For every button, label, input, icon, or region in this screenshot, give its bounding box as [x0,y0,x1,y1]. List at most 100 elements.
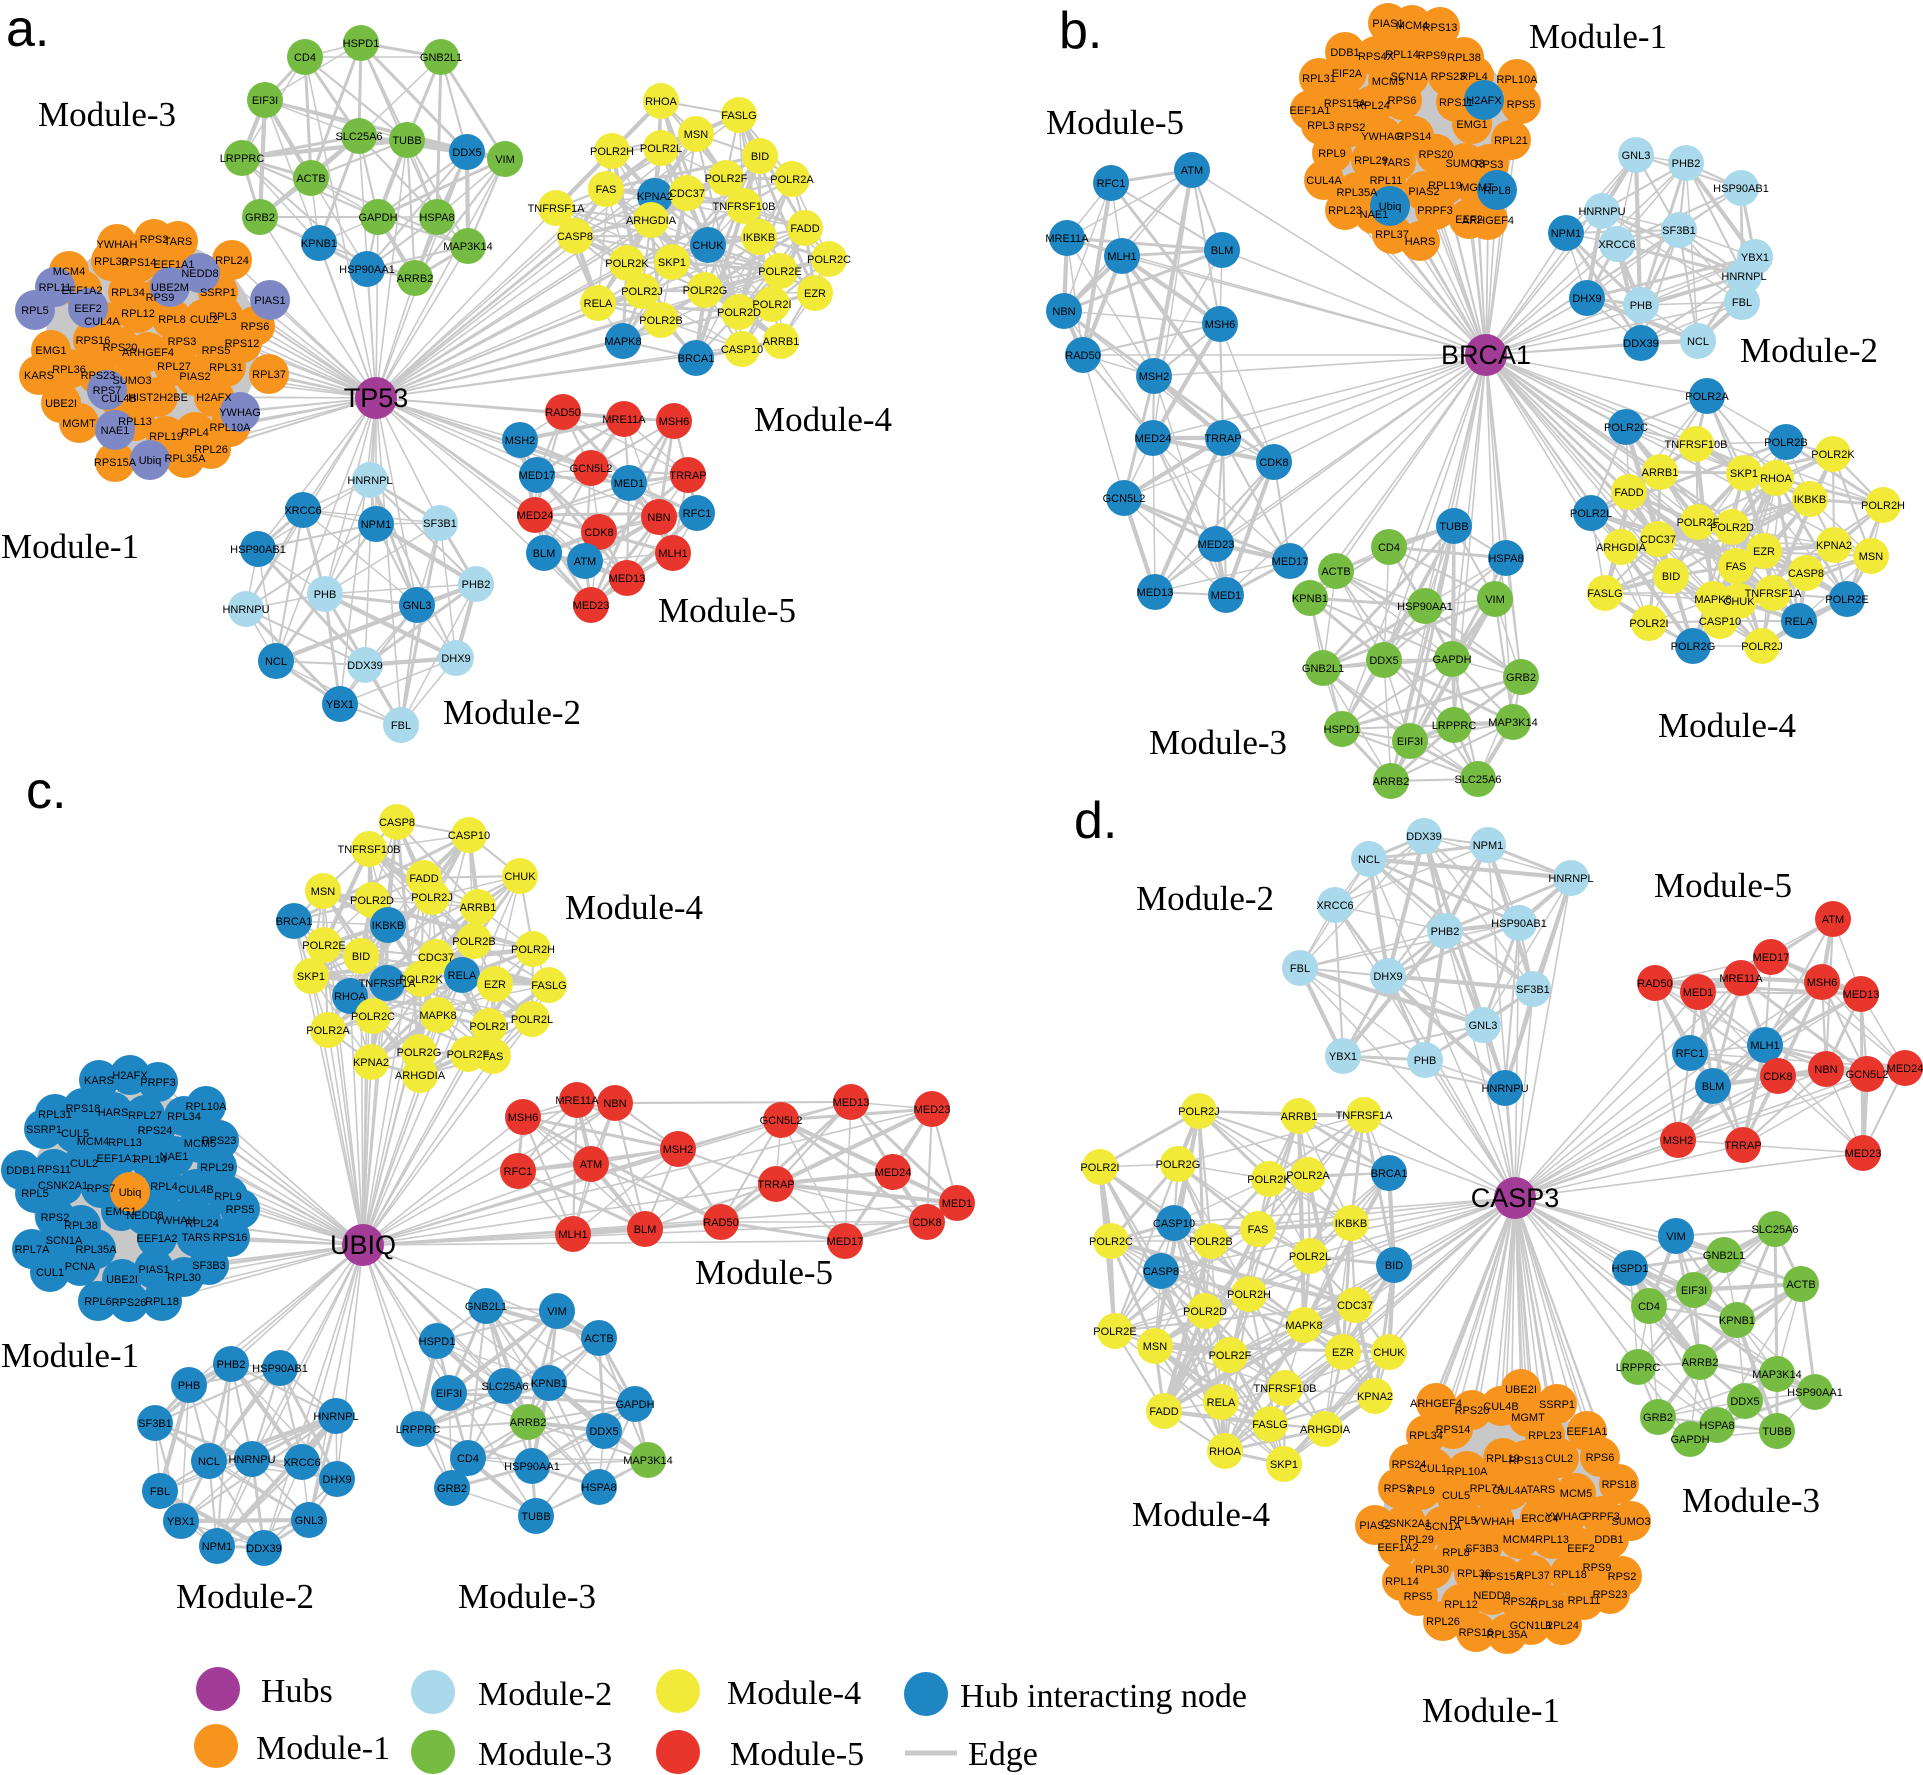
svg-text:FADD: FADD [1614,487,1643,499]
svg-text:CDC37: CDC37 [418,952,454,964]
svg-text:RPL31: RPL31 [1302,73,1336,85]
svg-text:TUBB: TUBB [1762,1426,1791,1438]
svg-text:PIAS2: PIAS2 [1408,186,1439,198]
svg-text:RPL4: RPL4 [1460,71,1488,83]
svg-text:DDX5: DDX5 [589,1426,618,1438]
svg-text:HSPD1: HSPD1 [1324,724,1361,736]
svg-text:RPL35A: RPL35A [76,1244,118,1256]
svg-text:RPS11: RPS11 [1439,97,1473,109]
svg-text:YBX1: YBX1 [326,699,354,711]
svg-text:PHB2: PHB2 [217,1359,246,1371]
svg-text:CHUK: CHUK [692,240,724,252]
svg-text:UBE2I: UBE2I [45,398,77,410]
svg-text:GNL3: GNL3 [1622,150,1651,162]
svg-text:GNB2L1: GNB2L1 [420,52,462,64]
svg-text:RPL14: RPL14 [1385,1576,1419,1588]
svg-text:EEF1A1: EEF1A1 [1567,1426,1608,1438]
svg-text:FAS: FAS [596,184,617,196]
svg-text:RPS6: RPS6 [241,321,270,333]
svg-text:UBE2M: UBE2M [151,282,189,294]
svg-text:NPM1: NPM1 [202,1541,233,1553]
svg-text:FBL: FBL [391,720,411,732]
svg-text:CUL4A: CUL4A [1492,1485,1528,1497]
svg-text:HNRNPU: HNRNPU [222,604,269,616]
svg-text:GCN5L2: GCN5L2 [570,463,613,475]
svg-text:RELA: RELA [1785,616,1814,628]
svg-text:RPS23: RPS23 [1593,1589,1628,1601]
svg-text:EIF3I: EIF3I [1681,1285,1707,1297]
svg-text:POLR2B: POLR2B [639,315,682,327]
svg-text:POLR2D: POLR2D [1183,1306,1227,1318]
svg-text:POLR2A: POLR2A [1286,1170,1330,1182]
svg-text:POLR2F: POLR2F [705,173,748,185]
svg-text:Module-2: Module-2 [1136,879,1274,918]
svg-text:POLR2C: POLR2C [1604,422,1648,434]
svg-text:ARHGEF4: ARHGEF4 [122,347,174,359]
svg-text:MRE11A: MRE11A [602,414,646,426]
svg-text:MED23: MED23 [914,1104,951,1116]
svg-text:RPS23: RPS23 [202,1135,237,1147]
svg-text:GNB2L1: GNB2L1 [1302,663,1344,675]
svg-text:RFC1: RFC1 [683,508,712,520]
svg-text:POLR2G: POLR2G [1156,1159,1201,1171]
svg-text:SF3B1: SF3B1 [138,1418,172,1430]
svg-text:UBE2I: UBE2I [1505,1384,1537,1396]
svg-text:CASP10: CASP10 [448,830,490,842]
svg-text:POLR2G: POLR2G [397,1047,442,1059]
svg-text:PHB2: PHB2 [462,579,491,591]
svg-text:MSN: MSN [684,129,709,141]
svg-text:POLR2L: POLR2L [1570,508,1612,520]
svg-text:GRB2: GRB2 [1643,1412,1673,1424]
svg-text:GAPDH: GAPDH [1432,654,1471,666]
svg-text:RPL34: RPL34 [111,287,145,299]
svg-text:Hub interacting node: Hub interacting node [960,1678,1247,1715]
svg-text:POLR2E: POLR2E [302,940,345,952]
svg-text:MGMT: MGMT [62,418,96,430]
svg-text:KPNB1: KPNB1 [1292,593,1328,605]
svg-text:DDX39: DDX39 [1406,831,1441,843]
svg-text:DHX9: DHX9 [1572,293,1601,305]
svg-text:PHB2: PHB2 [1672,158,1701,170]
svg-text:RPS5: RPS5 [1507,99,1536,111]
svg-text:TARS: TARS [164,236,193,248]
svg-text:RPS16: RPS16 [1459,1627,1494,1639]
svg-text:RPL30: RPL30 [94,256,128,268]
svg-text:NPM1: NPM1 [1473,840,1504,852]
svg-text:MED24: MED24 [1135,433,1172,445]
svg-text:YBX1: YBX1 [1741,252,1769,264]
svg-text:SCN1A: SCN1A [46,1235,83,1247]
svg-text:EIF3I: EIF3I [436,1388,462,1400]
svg-text:FBL: FBL [150,1486,170,1498]
svg-text:RPS11: RPS11 [37,1164,71,1176]
svg-text:CDK8: CDK8 [584,527,613,539]
svg-text:CUL2: CUL2 [1545,1453,1573,1465]
svg-text:RPL8: RPL8 [1483,185,1511,197]
svg-text:RPS13: RPS13 [1509,1455,1544,1467]
svg-text:HNRNPL: HNRNPL [1548,873,1593,885]
svg-text:MED13: MED13 [609,573,646,585]
svg-text:SLC25A6: SLC25A6 [1751,1224,1798,1236]
svg-text:BLM: BLM [1702,1081,1725,1093]
svg-text:Module-2: Module-2 [478,1676,612,1713]
svg-text:CD4: CD4 [457,1453,479,1465]
svg-text:DDX5: DDX5 [1730,1396,1759,1408]
svg-text:GNB2L1: GNB2L1 [465,1301,507,1313]
svg-text:RPS2: RPS2 [41,1212,70,1224]
svg-text:MGMT: MGMT [1511,1412,1545,1424]
svg-text:CDC37: CDC37 [669,188,705,200]
svg-text:MLH1: MLH1 [558,1229,587,1241]
svg-text:RPL23: RPL23 [1328,205,1362,217]
svg-text:FBL: FBL [1290,963,1310,975]
svg-text:BID: BID [751,151,769,163]
svg-text:POLR2A: POLR2A [306,1025,350,1037]
svg-text:BRCA1: BRCA1 [1441,340,1531,370]
svg-text:d.: d. [1074,792,1117,850]
svg-text:POLR2J: POLR2J [621,286,663,298]
svg-text:Module-4: Module-4 [727,1675,861,1712]
svg-text:PIAS2: PIAS2 [1359,1520,1390,1532]
svg-text:RPL5: RPL5 [21,305,49,317]
svg-text:MCM5: MCM5 [1372,76,1404,88]
svg-text:RPL37: RPL37 [1375,229,1409,241]
svg-text:PIAS2: PIAS2 [179,371,210,383]
svg-text:RPL29: RPL29 [1400,1534,1434,1546]
